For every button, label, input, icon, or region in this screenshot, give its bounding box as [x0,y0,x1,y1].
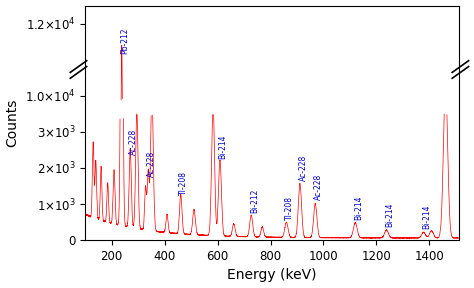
Text: Ac-228: Ac-228 [314,174,323,200]
Text: Bi-214: Bi-214 [354,195,363,219]
Text: Bi-214: Bi-214 [219,134,228,159]
Text: Pb-212: Pb-212 [120,28,129,54]
Text: Tl-208: Tl-208 [180,171,189,195]
Text: Ac-228: Ac-228 [147,151,156,177]
Y-axis label: Counts: Counts [6,99,19,147]
Text: Bi-212: Bi-212 [250,189,259,213]
Text: Tl-208: Tl-208 [285,196,294,219]
X-axis label: Energy (keV): Energy (keV) [227,268,317,283]
Text: Ac-228: Ac-228 [299,154,308,181]
Text: Ac-228: Ac-228 [129,129,138,155]
Text: Bi-214: Bi-214 [422,204,431,229]
Text: Bi-214: Bi-214 [385,202,394,227]
